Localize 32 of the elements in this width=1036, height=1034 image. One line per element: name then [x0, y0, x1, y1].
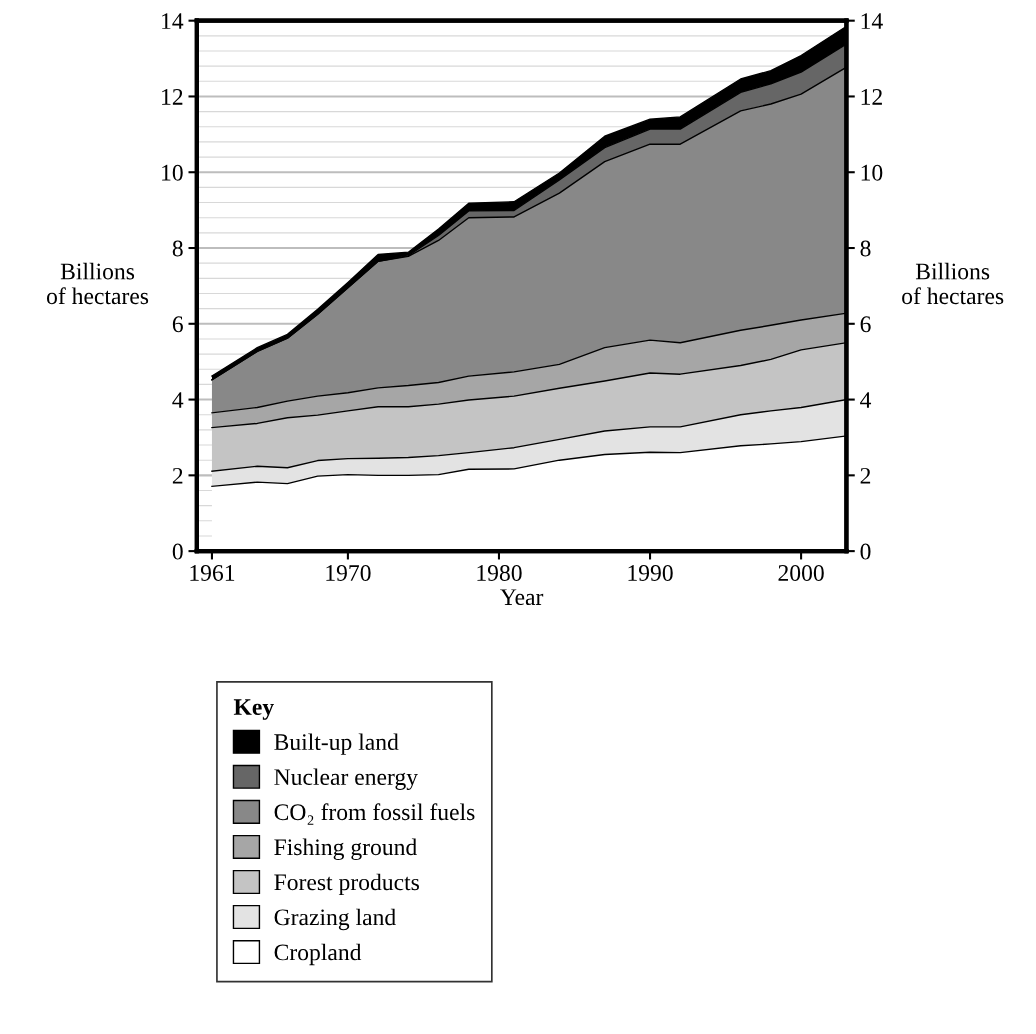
legend-label: Forest products [274, 873, 419, 896]
y-tick-label: 6 [172, 316, 183, 333]
x-tick-label: 1970 [326, 565, 371, 581]
legend-label: Grazing land [274, 908, 396, 931]
y2-tick-label: 0 [860, 543, 871, 560]
x-tick-label: 1961 [190, 565, 235, 581]
y2-tick-label: 4 [860, 392, 872, 408]
x-tick-label: 2000 [778, 565, 824, 581]
y-axis-title: Billions of hectares [46, 262, 149, 305]
y-tick-label: 12 [162, 89, 183, 105]
y-tick-label: 0 [172, 543, 183, 560]
y2-tick-label: 12 [861, 89, 882, 105]
legend-label: CO₂ from fossil fuels [274, 803, 475, 825]
x-tick-label: 1980 [477, 565, 522, 581]
y-tick-label: 10 [162, 164, 183, 181]
legend-label: Fishing ground [274, 838, 417, 861]
x-tick-label: 1990 [628, 565, 673, 581]
legend-title: Key [233, 699, 274, 720]
y-tick-label: 4 [172, 392, 184, 408]
legend-label: Built-up land [274, 733, 399, 755]
x-axis-title: Year [500, 589, 544, 606]
y2-tick-label: 10 [861, 164, 883, 181]
y2-tick-label: 6 [860, 316, 871, 333]
legend-label: Nuclear energy [274, 768, 418, 790]
legend-label: Cropland [274, 943, 362, 966]
y-tick-label: 2 [172, 467, 183, 484]
y-tick-label: 8 [172, 240, 183, 257]
y2-tick-label: 2 [860, 467, 871, 484]
y2-tick-label: 8 [860, 240, 871, 257]
y-tick-label: 14 [162, 13, 184, 29]
y2-axis-title: Billions of hectares [902, 262, 1004, 305]
y2-tick-label: 14 [861, 13, 883, 29]
